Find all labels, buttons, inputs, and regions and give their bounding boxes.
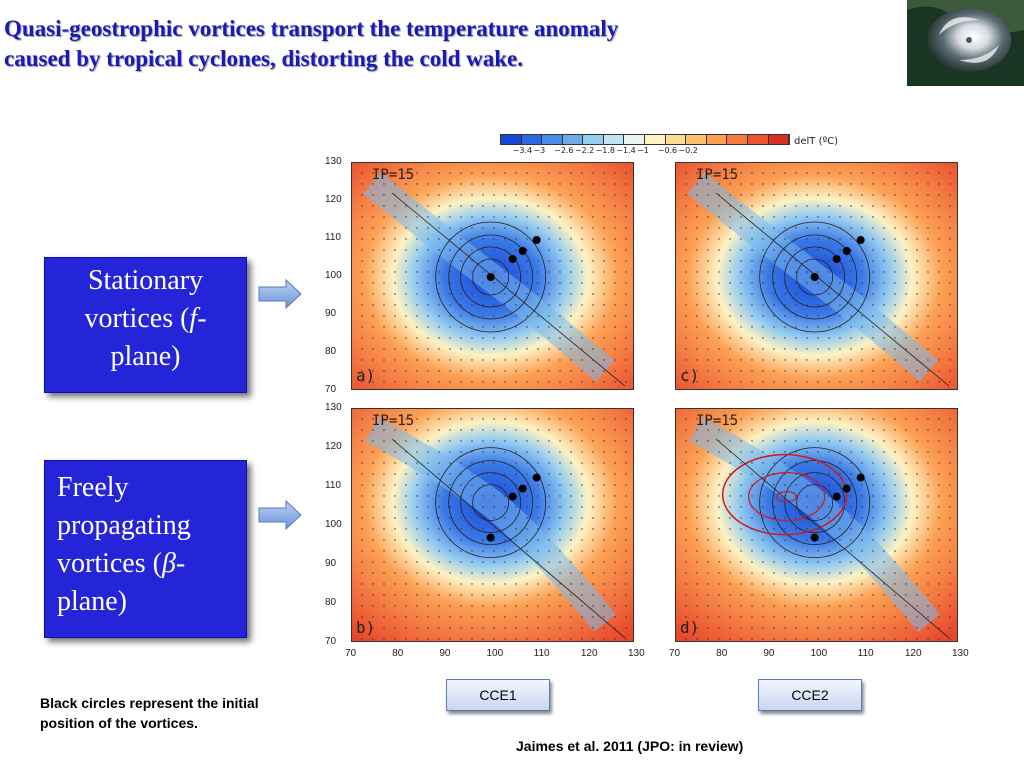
stationary-line-2c: - (197, 303, 207, 334)
colorbar-swatch (645, 135, 666, 144)
colorbar-swatch (665, 135, 687, 144)
y-axis-tick-label: 110 (325, 232, 341, 243)
colorbar-swatch (501, 135, 522, 144)
x-axis-tick-label: 80 (392, 648, 404, 659)
title-line-2: caused by tropical cyclones, distorting … (4, 46, 523, 71)
y-axis-tick-label: 130 (325, 402, 342, 413)
note-line-1: Black circles represent the initial (40, 695, 259, 711)
y-axis-tick-label: 80 (325, 597, 337, 608)
panel-letter-label: b) (356, 618, 376, 637)
x-axis-tick-label: 90 (763, 648, 775, 659)
colorbar-swatch (562, 135, 584, 144)
temperature-anomaly-map (676, 409, 957, 641)
colorbar-tick-label: −1.4 (616, 146, 636, 155)
panel-letter-label: a) (356, 366, 376, 385)
note-line-2: position of the vortices. (40, 715, 198, 731)
colorbar-tick-label: −0.2 (678, 146, 698, 155)
vortex-note: Black circles represent the initial posi… (40, 693, 259, 733)
x-axis-tick-label: 100 (486, 648, 504, 659)
y-axis-tick-label: 90 (325, 308, 337, 319)
x-axis-tick-label: 120 (904, 648, 922, 659)
y-axis-tick-label: 70 (325, 636, 337, 647)
y-axis-tick-label: 100 (325, 270, 342, 281)
vortex-panel: IP=15 b) (351, 408, 634, 642)
panel-ip-label: IP=15 (696, 413, 739, 429)
y-axis-tick-label: 110 (325, 480, 341, 491)
x-axis-tick-label: 110 (857, 648, 874, 659)
colorbar-swatch (603, 135, 625, 144)
freely-propagating-box: Freely propagating vortices (β- plane) (44, 460, 247, 638)
y-axis-tick-label: 120 (325, 194, 342, 205)
right-arrow-icon (258, 500, 302, 530)
colorbar-swatch (727, 135, 748, 144)
panel-ip-label: IP=15 (372, 167, 415, 183)
colorbar-tick-label: −1.8 (595, 146, 615, 155)
freely-line-2: propagating (57, 510, 191, 541)
x-axis-tick-label: 110 (533, 648, 550, 659)
colorbar-tick-label: −2.2 (574, 146, 595, 155)
temperature-anomaly-map (352, 409, 633, 641)
colorbar-unit-label: delT (ºC) (794, 136, 839, 147)
x-axis-tick-label: 130 (952, 648, 969, 659)
y-axis-tick-label: 70 (325, 384, 337, 395)
y-axis-tick-label: 130 (325, 156, 342, 167)
colorbar-tick-label: −1 (637, 146, 649, 155)
temperature-anomaly-map (352, 163, 633, 389)
x-axis-tick-label: 70 (669, 648, 681, 659)
vortex-panel: IP=15 c) (675, 162, 958, 390)
right-arrow-icon (258, 279, 302, 309)
cce2-button[interactable]: CCE2 (758, 679, 862, 711)
x-axis-tick-label: 130 (628, 648, 645, 659)
vortex-panel: IP=15 a) (351, 162, 634, 390)
colorbar-swatch (747, 135, 769, 144)
freely-line-3c: - (175, 548, 186, 579)
colorbar-tick-label: −3.4 (512, 146, 533, 155)
temperature-anomaly-map (676, 163, 957, 389)
y-axis-tick-label: 120 (325, 441, 342, 452)
stationary-vortices-box: Stationary vortices (f- plane) (44, 257, 247, 393)
panel-letter-label: c) (680, 366, 700, 385)
stationary-line-1: Stationary (87, 265, 204, 296)
panel-letter-label: d) (680, 618, 700, 637)
freely-line-3a: vortices ( (57, 548, 162, 579)
x-axis-tick-label: 70 (345, 648, 357, 659)
satellite-hurricane-image (907, 0, 1024, 86)
slide-title: Quasi-geostrophic vortices transport the… (4, 14, 894, 74)
panel-ip-label: IP=15 (696, 167, 739, 183)
x-axis-tick-label: 80 (716, 648, 728, 659)
y-axis-tick-label: 100 (325, 519, 342, 530)
x-axis-tick-label: 120 (580, 648, 598, 659)
colorbar-tick-label: −3 (533, 146, 546, 155)
x-axis-tick-label: 90 (439, 648, 451, 659)
colorbar-swatch (542, 135, 563, 144)
vortex-panel: IP=15 d) (675, 408, 958, 642)
x-axis-tick-label: 100 (810, 648, 828, 659)
citation: Jaimes et al. 2011 (JPO: in review) (516, 738, 744, 754)
freely-line-3b: β (161, 548, 176, 579)
y-axis-tick-label: 90 (325, 558, 337, 569)
temperature-colorbar (500, 134, 790, 145)
y-axis-tick-label: 80 (325, 346, 337, 357)
colorbar-tick-label: −0.6 (657, 146, 678, 155)
cce1-button[interactable]: CCE1 (446, 679, 550, 711)
colorbar-swatch (624, 135, 646, 144)
stationary-line-2a: vortices ( (84, 303, 190, 334)
freely-line-1: Freely (57, 472, 129, 503)
colorbar-swatch (583, 135, 604, 144)
colorbar-tick-label: −2.6 (554, 146, 574, 155)
title-line-1: Quasi-geostrophic vortices transport the… (4, 16, 619, 41)
stationary-line-2b: f (189, 303, 198, 334)
freely-line-4: plane) (57, 586, 127, 617)
colorbar-swatch (768, 135, 790, 144)
panel-ip-label: IP=15 (372, 413, 415, 429)
colorbar-swatch (521, 135, 543, 144)
stationary-line-3: plane) (110, 341, 181, 372)
colorbar-swatch (706, 135, 728, 144)
colorbar-swatch (686, 135, 707, 144)
